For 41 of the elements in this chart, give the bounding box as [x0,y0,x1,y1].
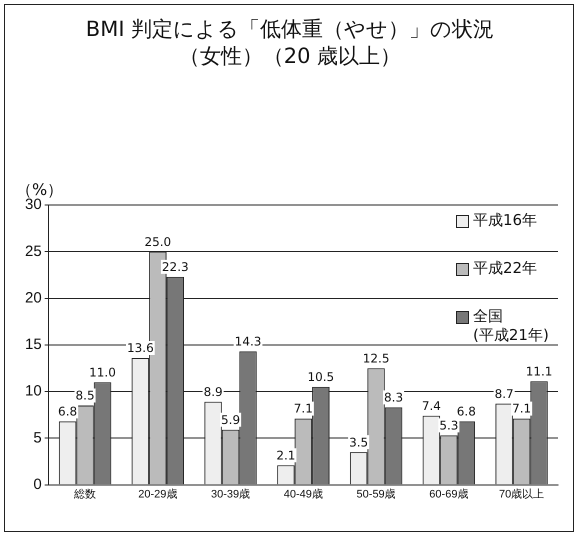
data-label: 22.3 [162,260,189,274]
x-tick-label: 70歳以上 [498,487,544,500]
y-axis-title: （%） [16,180,64,199]
data-label: 7.4 [422,398,441,413]
data-label: 5.3 [439,418,458,432]
chart-subtitle: （女性）（20 歳以上） [178,44,402,68]
y-tick-label: 25 [24,242,42,260]
x-tick-label: 20-29歳 [138,487,178,500]
x-tick-label: 30-39歳 [211,487,250,500]
y-tick-label: 30 [24,196,42,214]
data-label: 10.5 [307,370,334,384]
data-label: 12.5 [362,351,390,366]
chart-title: BMI 判定による「低体重（やせ）」の状況 [86,17,494,41]
data-label: 5.9 [221,412,240,427]
x-tick-label: 総数 [73,488,96,500]
data-label: 8.5 [76,388,95,403]
data-label: 3.5 [349,435,368,450]
x-tick-label: 60-69歳 [429,487,468,500]
legend-label: 平成16年 [473,211,538,230]
data-label: 6.8 [58,404,78,419]
x-tick-label: 50-59歳 [356,487,396,500]
y-tick-label: 5 [33,429,42,446]
y-tick-label: 15 [24,336,42,354]
y-tick-label: 10 [24,382,42,400]
data-label: 8.9 [204,384,223,399]
data-label: 25.0 [144,234,172,249]
y-tick-label: 0 [33,476,42,493]
y-tick-label: 20 [24,289,42,306]
legend-label: 平成22年 [473,259,538,278]
data-label: 8.7 [494,386,514,401]
data-label: 2.1 [276,448,296,462]
data-label: 11.0 [89,365,116,380]
data-label: 13.6 [127,341,154,356]
data-label: 14.3 [234,334,262,349]
data-label: 8.3 [384,390,404,405]
data-label: 7.1 [512,402,532,416]
data-label: 11.1 [526,364,552,378]
x-tick-label: 40-49歳 [284,487,323,500]
legend-label: 全国 (平成21年) [473,307,549,345]
data-label: 6.8 [456,404,476,419]
data-label: 7.1 [294,402,313,416]
